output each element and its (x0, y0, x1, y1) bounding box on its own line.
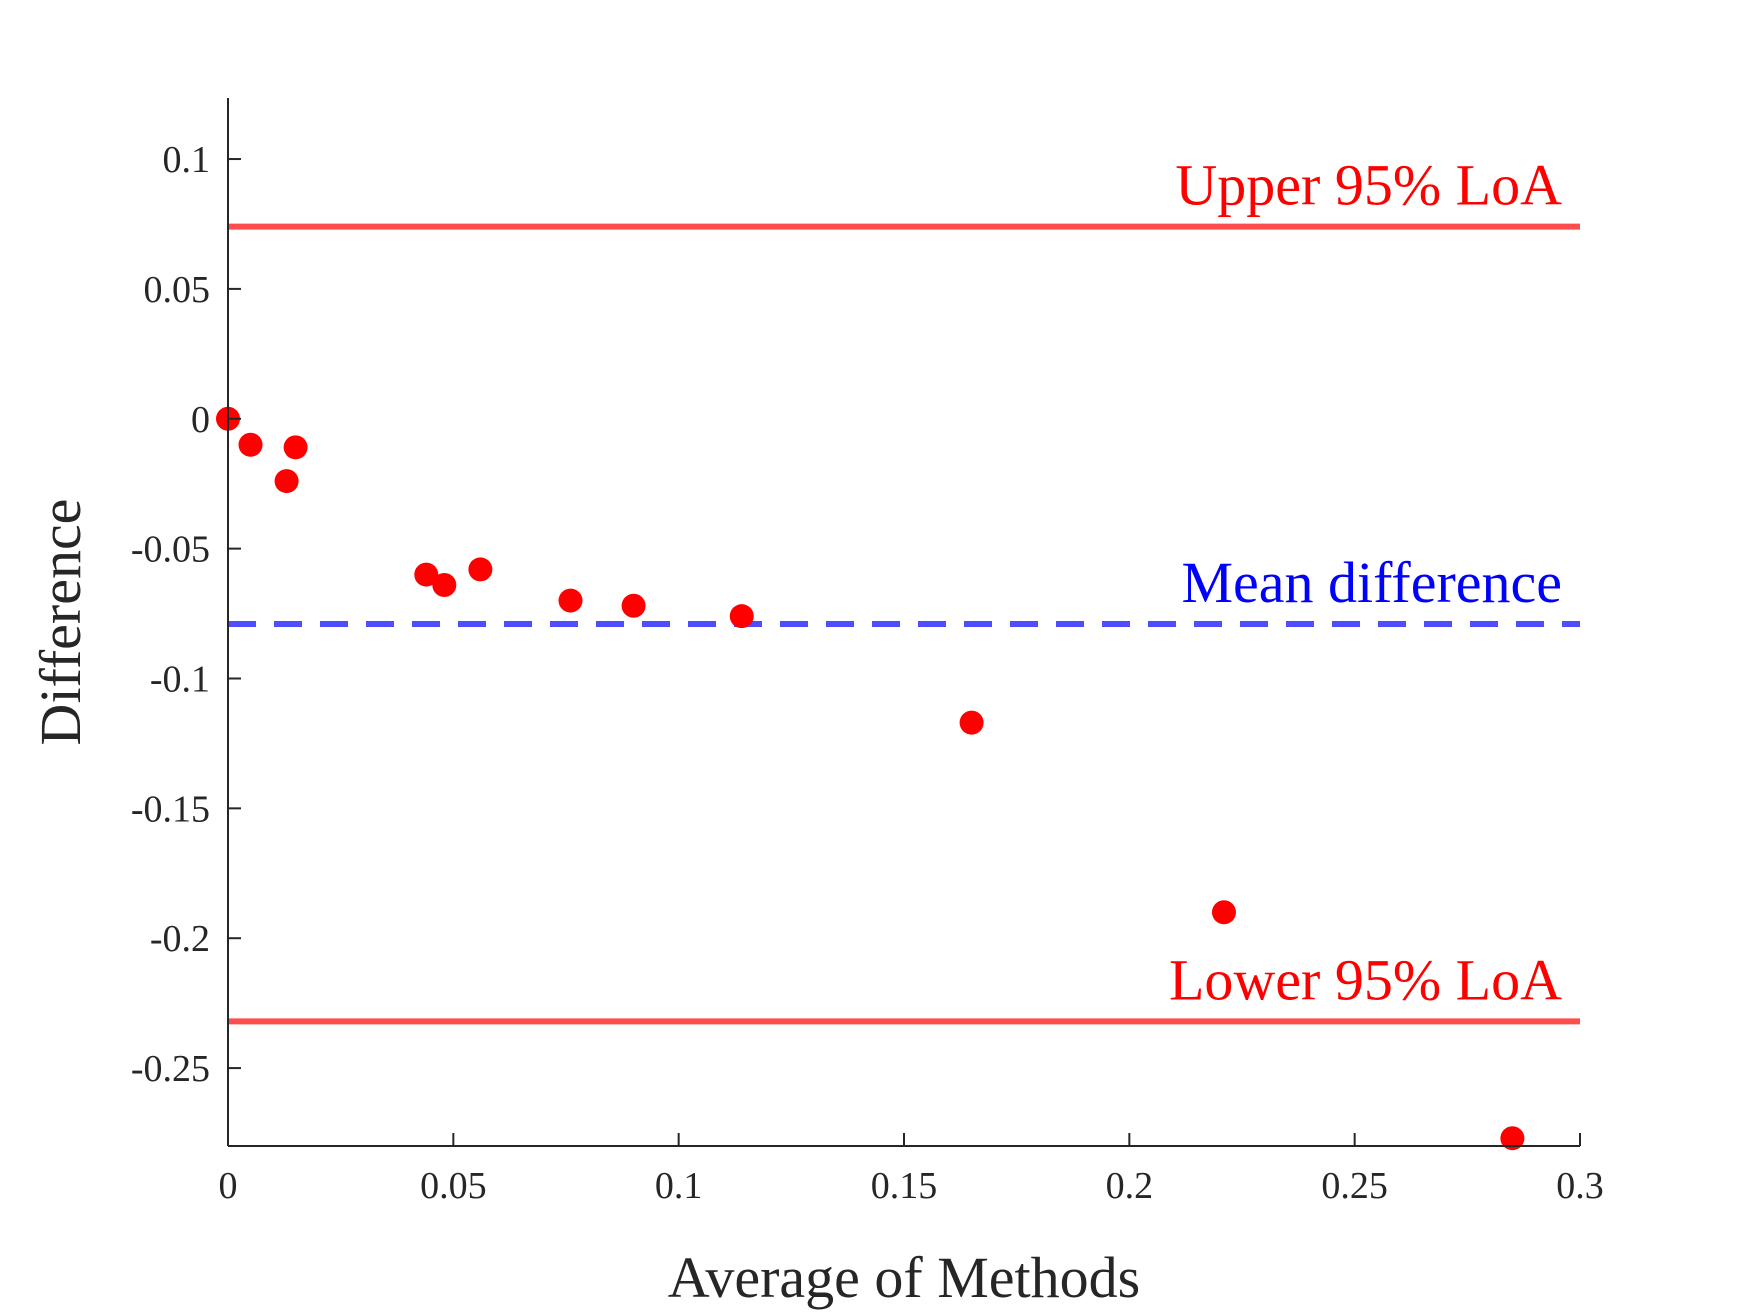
y-tick-label: -0.15 (131, 788, 210, 830)
data-points (216, 406, 1525, 1151)
reference-line-label: Upper 95% LoA (1175, 153, 1562, 218)
data-point (558, 588, 583, 613)
y-tick-label: -0.25 (131, 1048, 210, 1090)
y-tick-label: -0.2 (150, 918, 210, 960)
x-tick-label: 0.2 (1106, 1165, 1154, 1207)
data-point (432, 572, 457, 597)
data-point (959, 710, 984, 735)
data-point (468, 557, 493, 582)
y-tick-label: 0.05 (144, 269, 211, 311)
y-tick-label: 0.1 (163, 139, 211, 181)
data-point (621, 593, 646, 618)
reference-lines (228, 223, 1580, 1025)
data-point (1500, 1126, 1525, 1151)
y-ticks: 0.1 0.05 0 -0.05 -0.1 -0.15 -0.2 -0.25 (131, 139, 241, 1090)
x-tick-label: 0.05 (420, 1165, 487, 1207)
x-ticks: 0 0.05 0.1 0.15 0.2 0.25 0.3 (219, 1133, 1604, 1207)
x-tick-label: 0.25 (1321, 1165, 1388, 1207)
y-axis-title: Difference (28, 499, 93, 746)
data-point (414, 562, 439, 587)
reference-line-labels: Upper 95% LoA Mean difference Lower 95% Lo… (1169, 153, 1562, 1013)
data-point (274, 469, 299, 494)
data-point (283, 435, 308, 460)
x-tick-label: 0.3 (1556, 1165, 1604, 1207)
reference-line-label: Lower 95% LoA (1169, 947, 1562, 1012)
data-point (238, 432, 263, 457)
reference-line-label: Mean difference (1181, 550, 1562, 615)
y-tick-label: -0.1 (150, 658, 210, 700)
data-point (1211, 900, 1236, 925)
x-axis-title: Average of Methods (668, 1245, 1140, 1310)
x-tick-label: 0.1 (655, 1165, 703, 1207)
y-tick-label: 0 (191, 399, 210, 441)
x-tick-label: 0.15 (871, 1165, 938, 1207)
data-point (729, 604, 754, 629)
x-tick-label: 0 (219, 1165, 238, 1207)
y-tick-label: -0.05 (131, 529, 210, 571)
